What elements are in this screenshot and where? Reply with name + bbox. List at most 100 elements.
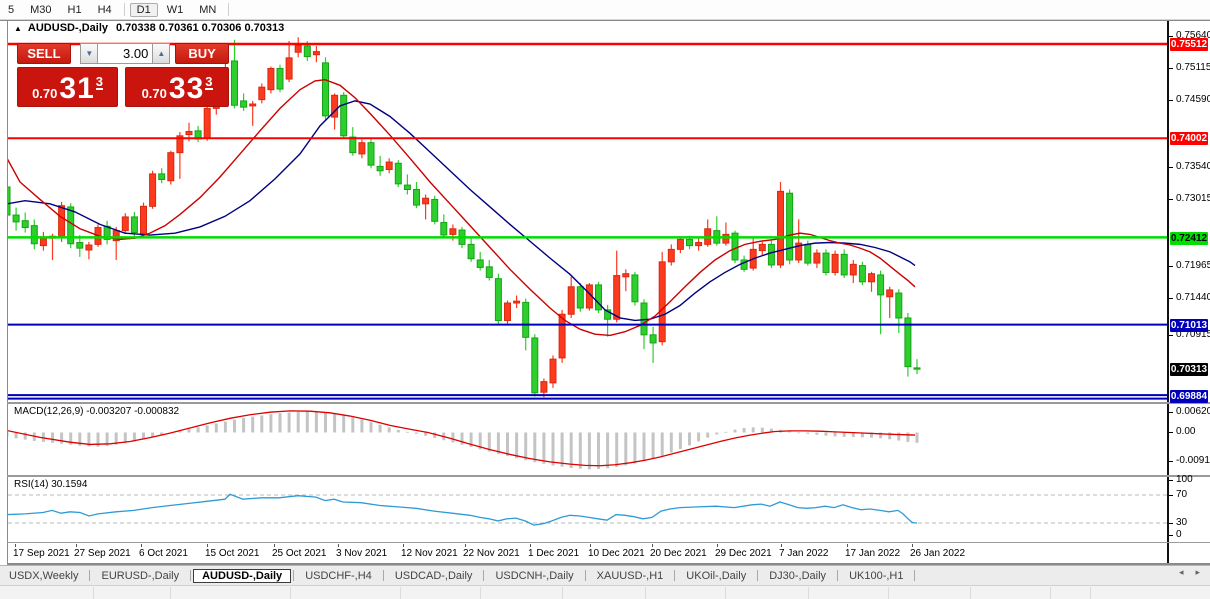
chart-ohlc-quotes: 0.70338 0.70361 0.70306 0.70313 [116, 22, 285, 34]
chart-tab-usdchf-h4[interactable]: USDCHF-,H4 [305, 569, 372, 582]
date-label: 10 Dec 2021 [588, 548, 645, 559]
price-level-badge: 0.71013 [1170, 318, 1208, 332]
price-tick-label: 0.73015 [1176, 193, 1210, 204]
price-level-badge: 0.72412 [1170, 231, 1208, 245]
date-label: 7 Jan 2022 [779, 548, 829, 559]
chart-tab-usdcad-daily[interactable]: USDCAD-,Daily [394, 569, 473, 582]
volume-increase-button[interactable]: ▲ [152, 43, 171, 64]
one-click-trade-panel: SELL ▼ ▲ BUY 0.70 31 3 0.70 33 3 [17, 43, 229, 107]
chart-tab-audusd-daily[interactable]: AUDUSD-,Daily [193, 568, 292, 583]
strip-mark [808, 587, 809, 599]
pane-separator-dates [7, 542, 1210, 543]
date-axis[interactable]: 17 Sep 2021 27 Sep 2021 6 Oct 2021 15 Oct 2… [8, 544, 1167, 563]
tab-separator [757, 570, 759, 581]
toolbar-separator [123, 3, 125, 16]
price-level-badge: 0.69884 [1170, 389, 1208, 403]
tab-scroll-right-icon[interactable]: ▸ [1195, 567, 1200, 577]
date-tick [590, 544, 591, 547]
price-tick-label: 0.75115 [1176, 62, 1210, 73]
macd-tick-label: -0.009197 [1176, 455, 1210, 466]
chart-tab-usdx-weekly[interactable]: USDX,Weekly [9, 569, 79, 582]
price-level-badge: 0.74002 [1170, 131, 1208, 145]
timeframe-button-h1[interactable]: H1 [67, 3, 82, 16]
chart-window-border-bottom [7, 563, 1210, 565]
date-label: 3 Nov 2021 [336, 548, 388, 559]
chart-canvas[interactable] [8, 33, 1167, 543]
bid-price-panel[interactable]: 0.70 31 3 [17, 67, 119, 107]
chart-title-bar[interactable]: ▲ AUDUSD-,Daily 0.70338 0.70361 0.70306 … [14, 22, 284, 34]
rsi-tick-label: 70 [1176, 489, 1188, 500]
price-axis[interactable]: 0.75640 0.75115 0.74590 0.73540 0.73015 0.719… [1169, 21, 1210, 563]
tab-separator [293, 570, 295, 581]
chart-window-border-left [7, 20, 8, 564]
date-label: 15 Oct 2021 [205, 548, 260, 559]
tab-separator [584, 570, 586, 581]
date-tick [141, 544, 142, 547]
ask-price-panel[interactable]: 0.70 33 3 [125, 67, 229, 107]
bid-price-pip: 3 [95, 74, 103, 90]
chart-tab-ukoil-daily[interactable]: UKOil-,Daily [686, 569, 747, 582]
price-tick-label: 0.74590 [1176, 94, 1210, 105]
price-tick-tick [1169, 167, 1173, 168]
chart-tab-eurusd-daily[interactable]: EURUSD-,Daily [101, 569, 180, 582]
toolbar-separator [228, 3, 230, 16]
pane-separator-rsi[interactable] [7, 475, 1210, 477]
rsi-indicator-label: RSI(14) 30.1594 [14, 479, 88, 490]
volume-decrease-button[interactable]: ▼ [80, 43, 99, 64]
tab-separator [190, 570, 192, 581]
price-tick-tick [1169, 199, 1173, 200]
date-tick [912, 544, 913, 547]
price-tick-tick [1169, 266, 1173, 267]
price-tick-tick [1169, 68, 1173, 69]
pane-separator-macd[interactable] [7, 402, 1210, 404]
date-label: 20 Dec 2021 [650, 548, 707, 559]
timeframe-button-w1[interactable]: W1 [166, 3, 184, 16]
timeframe-toolbar: 5 M30 H1 H4 D1 W1 MN [0, 0, 1210, 20]
chart-tab-xauusd-h1[interactable]: XAUUSD-,H1 [596, 569, 664, 582]
price-level-badge: 0.75512 [1170, 37, 1208, 51]
chart-window-icon: ▲ [14, 23, 22, 33]
macd-tick-tick [1169, 461, 1173, 462]
ask-price-big: 33 [168, 72, 205, 105]
tab-separator [837, 570, 839, 581]
buy-button[interactable]: BUY [175, 43, 229, 64]
chart-tab-bar: USDX,Weekly EURUSD-,Daily AUDUSD-,Daily USD… [0, 565, 1210, 585]
date-label: 1 Dec 2021 [528, 548, 580, 559]
bid-price-big: 31 [59, 72, 95, 105]
rsi-tick-tick [1169, 535, 1173, 536]
chart-tab-dj30-daily[interactable]: DJ30-,Daily [769, 569, 827, 582]
chart-window-border-top [0, 20, 1210, 21]
price-tick-label: 0.73540 [1176, 161, 1210, 172]
price-tick-tick [1169, 335, 1173, 336]
date-label: 22 Nov 2021 [463, 548, 520, 559]
strip-mark [645, 587, 646, 599]
price-tick-label: 0.70915 [1176, 329, 1210, 340]
price-tick-label: 0.71965 [1176, 260, 1210, 271]
rsi-tick-tick [1169, 480, 1173, 481]
price-axis-divider [1167, 21, 1169, 563]
sell-button[interactable]: SELL [17, 43, 71, 64]
tab-scroll-left-icon[interactable]: ◂ [1178, 567, 1184, 577]
date-tick [781, 544, 782, 547]
timeframe-button-h4[interactable]: H4 [97, 3, 112, 16]
timeframe-button-mn[interactable]: MN [199, 3, 217, 16]
date-label: 6 Oct 2021 [139, 548, 188, 559]
timeframe-button-d1[interactable]: D1 [129, 2, 158, 17]
chart-tab-uk100-h1[interactable]: UK100-,H1 [849, 569, 904, 582]
volume-input[interactable] [98, 43, 153, 64]
timeframe-button-5[interactable]: 5 [8, 3, 15, 16]
horizontal-level-lines [8, 42, 1167, 400]
chart-tab-usdcnh-daily[interactable]: USDCNH-,Daily [495, 569, 574, 582]
date-tick [403, 544, 404, 547]
rsi-tick-label: 30 [1176, 517, 1188, 528]
strip-mark [562, 587, 563, 599]
strip-mark [93, 587, 94, 599]
strip-mark [970, 587, 971, 599]
timeframe-button-m30[interactable]: M30 [30, 3, 52, 16]
date-label: 27 Sep 2021 [74, 548, 131, 559]
tab-separator [914, 570, 916, 581]
date-label: 12 Nov 2021 [401, 548, 458, 559]
bottom-scroll-strip [0, 585, 1210, 599]
bid-price-prefix: 0.70 [32, 86, 58, 101]
